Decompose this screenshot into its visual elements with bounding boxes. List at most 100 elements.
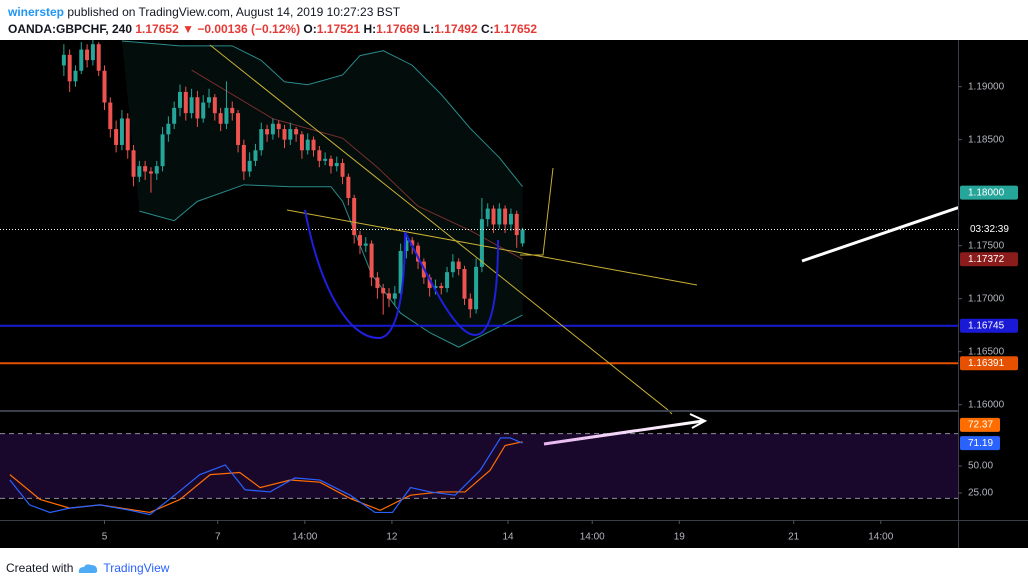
candle-body — [108, 102, 113, 130]
y-tick-label: 1.17000 — [968, 293, 1005, 304]
low-value: 1.17492 — [434, 22, 478, 36]
indicator-pane — [0, 433, 958, 516]
logo — [79, 564, 98, 573]
candle-body — [317, 150, 322, 161]
candle-body — [166, 123, 171, 135]
y-tick-label: 1.19000 — [968, 81, 1005, 92]
candle-body — [299, 134, 304, 151]
candle-body — [253, 150, 258, 161]
indicator-label-box — [960, 436, 1000, 451]
candle-body — [346, 176, 351, 198]
x-tick-label: 19 — [674, 532, 686, 543]
footer-brand[interactable]: TradingView — [103, 561, 170, 575]
candle-body — [387, 293, 392, 299]
candle-body — [445, 272, 450, 289]
y-tick-label: 1.17500 — [968, 240, 1005, 251]
candle-body — [259, 129, 264, 151]
low-label: L: — [422, 22, 435, 36]
candle-body — [450, 261, 455, 273]
publish-info: published on TradingView.com, August 14,… — [67, 5, 401, 19]
candle-body — [148, 171, 153, 174]
candle-body — [404, 240, 409, 251]
candle-body — [311, 139, 316, 151]
candle-body — [468, 298, 473, 310]
y-tick-label: 1.16000 — [968, 399, 1005, 410]
price-label: 1.17372 — [968, 254, 1005, 265]
candle-body — [201, 102, 206, 119]
candle-body — [172, 107, 177, 124]
candle-body — [177, 91, 182, 108]
candle-body — [195, 97, 200, 119]
x-tick-label: 14:00 — [580, 532, 605, 543]
candle-body — [375, 277, 380, 289]
candle-body — [270, 123, 275, 135]
high-label: H: — [363, 22, 377, 36]
candle-body — [352, 197, 357, 236]
x-tick-label: 21 — [788, 532, 800, 543]
candle-body — [503, 208, 508, 225]
candle-body — [212, 97, 217, 114]
candle-body — [474, 266, 479, 310]
last-price: 1.17652 — [135, 22, 179, 36]
x-tick-label: 14 — [502, 532, 514, 543]
candle-body — [143, 166, 148, 172]
indicator-label: 71.19 — [968, 438, 993, 449]
candle-body — [67, 54, 72, 82]
y2-tick-label: 50.00 — [968, 461, 993, 472]
candle-body — [218, 113, 223, 124]
candle-body — [520, 229, 525, 244]
candle-body — [114, 129, 119, 145]
arrow-head — [689, 413, 708, 429]
x-tick-label: 7 — [215, 532, 221, 543]
candle-body — [125, 118, 130, 151]
y-tick-label: 1.18500 — [968, 134, 1005, 145]
candle-body — [137, 166, 142, 177]
x-tick-label: 14:00 — [868, 532, 893, 543]
candle-body — [73, 70, 78, 82]
curve-drawing — [304, 209, 406, 340]
candle-body — [363, 243, 368, 246]
high-value: 1.17669 — [376, 22, 420, 36]
candle-body — [334, 162, 339, 167]
chart-background — [0, 40, 1028, 548]
candle-body — [305, 139, 310, 151]
close-value: 1.17652 — [493, 22, 538, 36]
price-label: 1.18000 — [968, 187, 1005, 198]
candle-body — [247, 160, 252, 172]
candle-body — [485, 208, 490, 220]
candle-body — [131, 150, 136, 177]
candle-body — [514, 213, 519, 236]
price-label: 1.16745 — [968, 320, 1005, 331]
trend-line — [520, 167, 554, 256]
open-label: O: — [303, 22, 317, 36]
candle-body — [491, 208, 496, 225]
x-tick-label: 12 — [386, 532, 398, 543]
candle-body — [183, 91, 188, 114]
candle-body — [398, 250, 403, 294]
candle-body — [288, 129, 293, 140]
logo-shape — [79, 564, 98, 573]
candle-body — [323, 158, 328, 161]
candle-body — [340, 162, 345, 177]
close-label: C: — [480, 22, 494, 36]
candle-body — [224, 107, 229, 124]
candle-body — [508, 213, 513, 225]
candle-body — [102, 70, 107, 103]
author[interactable]: winerstep — [8, 5, 65, 19]
candle-body — [392, 293, 397, 299]
indicator-label: 72.37 — [968, 419, 993, 430]
trend-line — [209, 44, 669, 410]
countdown-box — [960, 222, 1018, 237]
candle-body — [369, 243, 374, 278]
symbol-line: OANDA:GBPCHF, 240 1.17652 ▼ −0.00136 (−0… — [8, 22, 537, 36]
candle-body — [282, 129, 287, 140]
indicator-label-box — [960, 417, 1000, 432]
trend-line — [286, 209, 698, 286]
candle-body — [357, 235, 362, 246]
candle-body — [119, 118, 124, 145]
price-label-box — [960, 356, 1018, 371]
candle-body — [85, 49, 90, 61]
price-label-box — [960, 318, 1018, 333]
